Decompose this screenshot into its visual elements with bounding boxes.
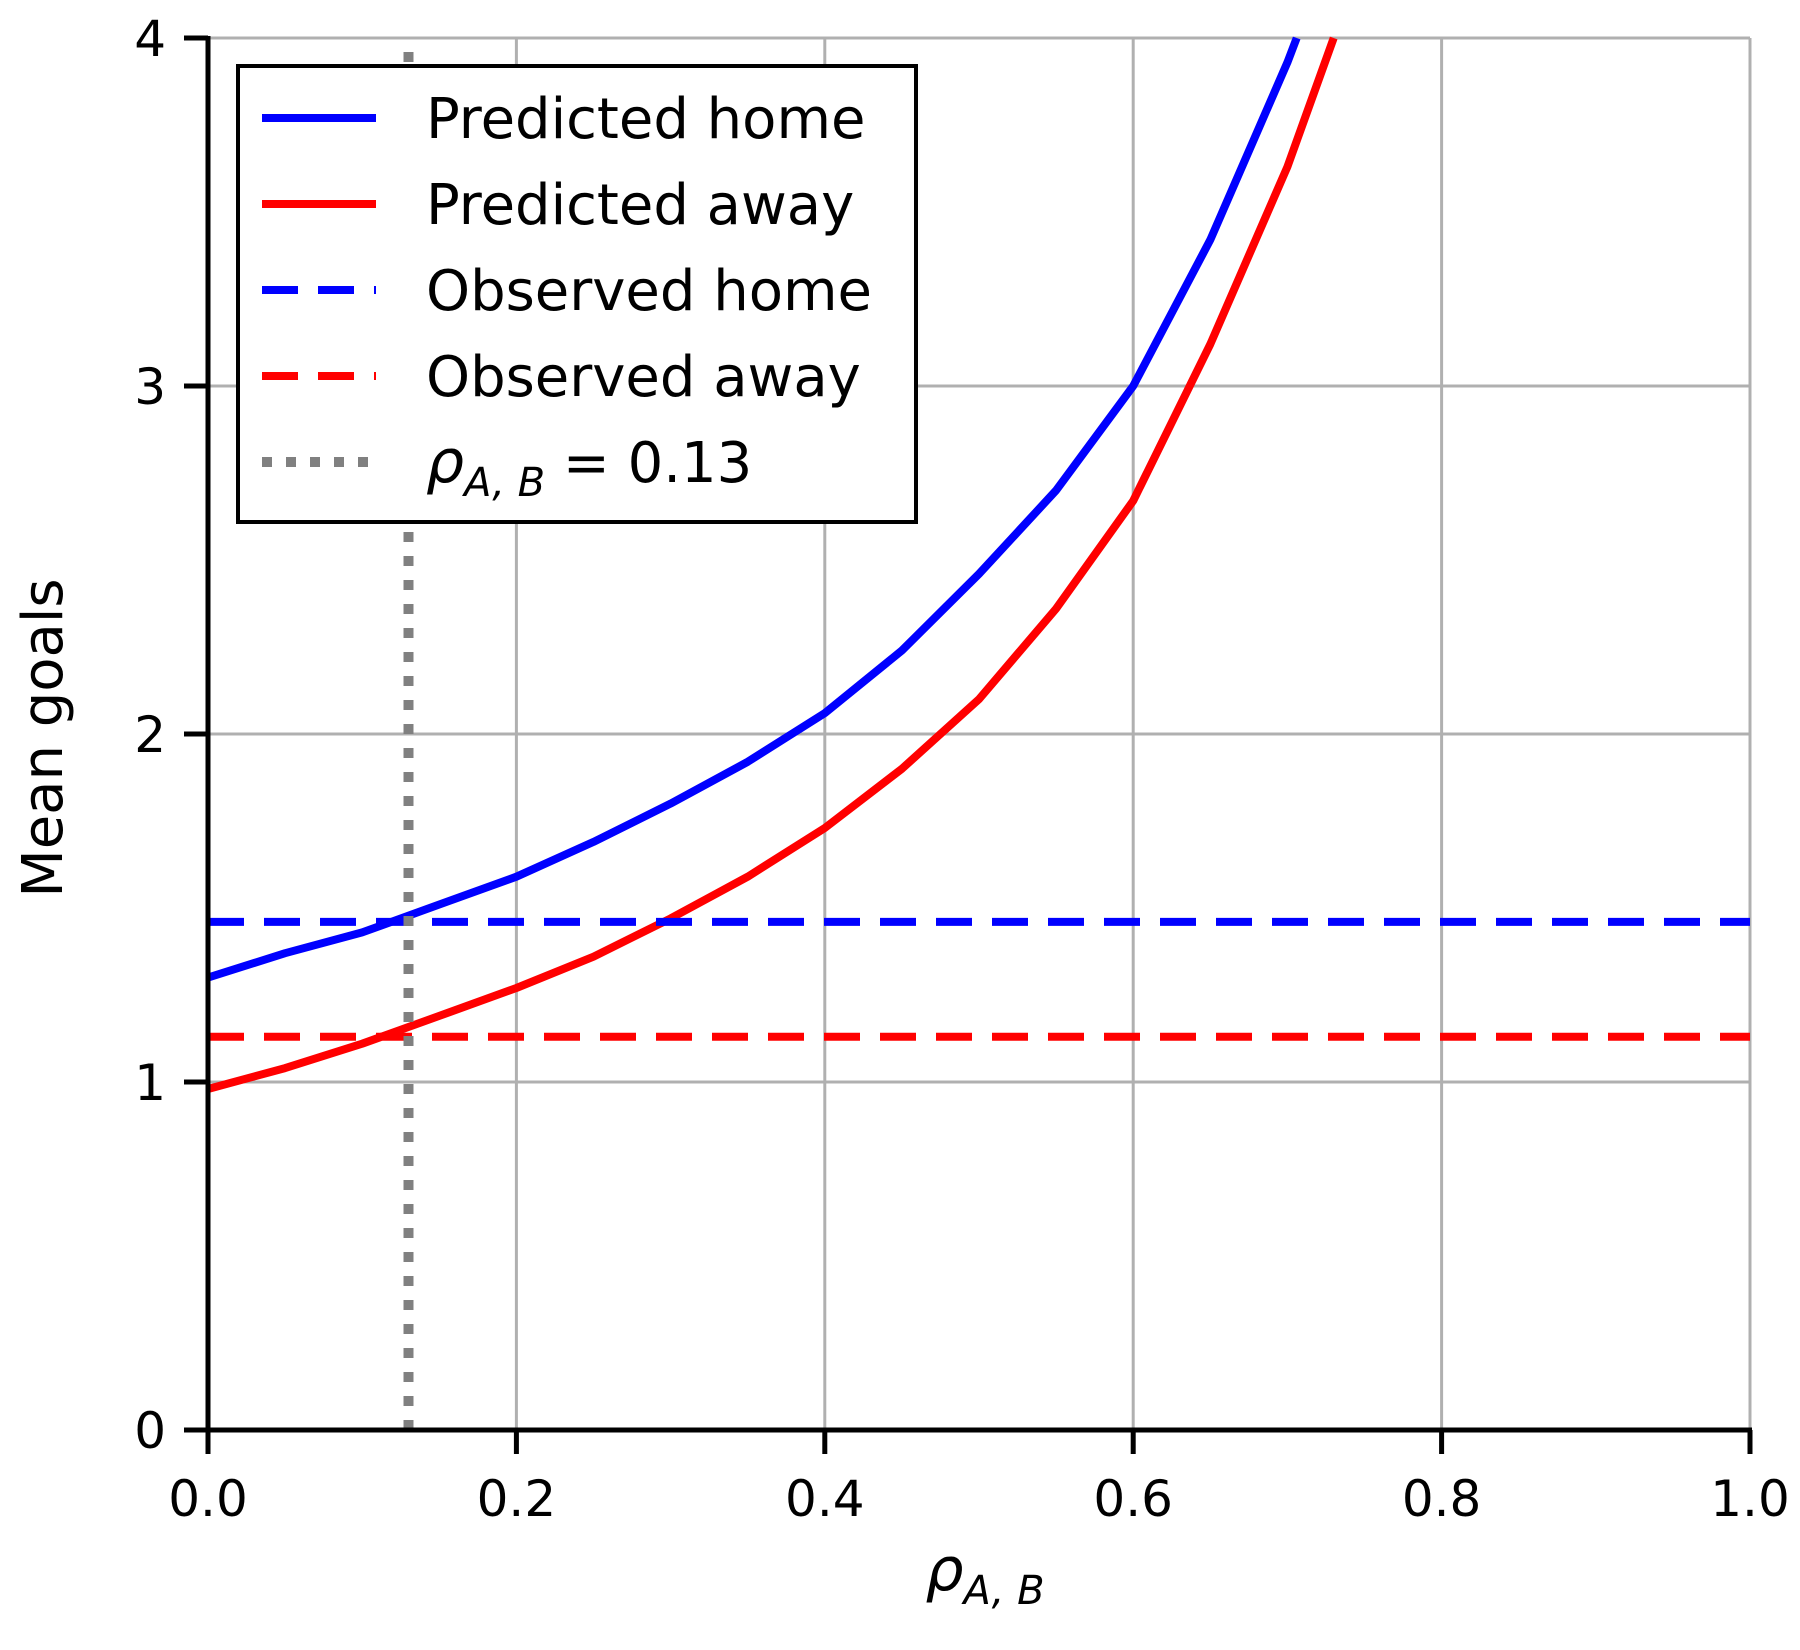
x-axis-label-base: ρ	[925, 1535, 963, 1605]
legend-label: Predicted away	[426, 173, 854, 238]
svg-text:ρA, B: ρA, B	[925, 1535, 1044, 1614]
legend-label-rest: = 0.13	[545, 431, 752, 496]
y-tick-label: 3	[134, 358, 166, 416]
y-tick-label: 0	[134, 1402, 166, 1460]
y-tick-label: 2	[134, 706, 166, 764]
legend: Predicted home Predicted away Observed hom…	[236, 64, 918, 524]
x-tick-label: 0.8	[1402, 1470, 1482, 1528]
y-tick-label: 4	[134, 10, 166, 68]
y-tick-label: 1	[134, 1054, 166, 1112]
ticks: 0.0 0.2 0.4 0.6 0.8 1.0 0 1 2 3 4	[134, 10, 1790, 1528]
x-tick-label: 1.0	[1710, 1470, 1790, 1528]
x-axis-label-sub: A, B	[961, 1568, 1045, 1614]
x-tick-label: 0.6	[1093, 1470, 1173, 1528]
legend-label: Observed home	[426, 259, 872, 324]
y-axis-label: Mean goals	[11, 578, 76, 897]
legend-label: Predicted home	[426, 87, 865, 152]
x-axis-label: ρA, B	[925, 1535, 1044, 1614]
x-tick-label: 0.2	[477, 1470, 557, 1528]
legend-label: Observed away	[426, 345, 861, 410]
x-tick-label: 0.0	[168, 1470, 248, 1528]
legend-label: ρA, B = 0.13	[426, 427, 752, 506]
legend-label-base: ρ	[426, 427, 464, 497]
x-tick-label: 0.4	[785, 1470, 865, 1528]
plot-series	[206, 36, 1750, 1430]
series-line-solid-1	[206, 36, 1338, 1093]
legend-label-sub: A, B	[461, 460, 545, 506]
